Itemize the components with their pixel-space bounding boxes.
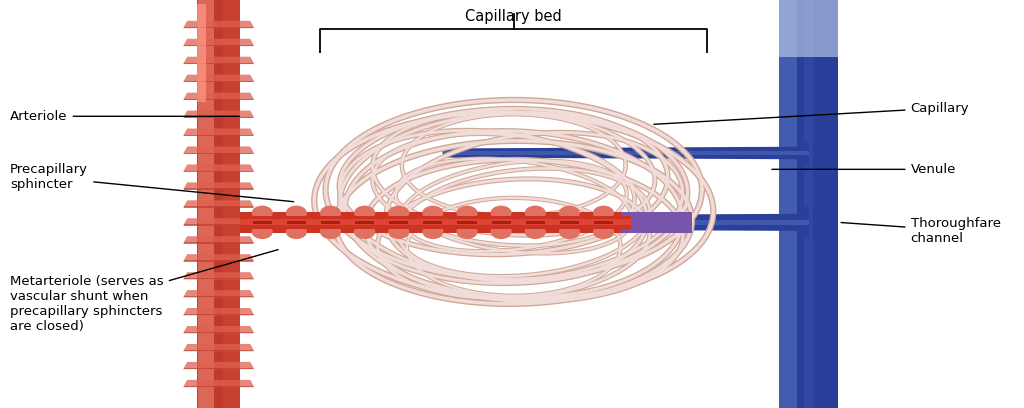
Polygon shape <box>183 164 254 172</box>
Polygon shape <box>779 0 839 408</box>
Polygon shape <box>184 45 253 46</box>
Ellipse shape <box>422 224 443 239</box>
Polygon shape <box>183 290 254 297</box>
Polygon shape <box>184 188 253 190</box>
Polygon shape <box>184 224 253 226</box>
Ellipse shape <box>388 206 410 220</box>
Text: Capillary bed: Capillary bed <box>465 9 562 24</box>
Polygon shape <box>240 212 631 233</box>
Polygon shape <box>280 220 809 225</box>
Polygon shape <box>183 254 254 262</box>
Polygon shape <box>525 221 545 224</box>
Polygon shape <box>183 200 254 208</box>
Ellipse shape <box>354 224 375 239</box>
Polygon shape <box>183 57 254 64</box>
Ellipse shape <box>286 224 307 239</box>
Polygon shape <box>779 0 797 408</box>
Polygon shape <box>183 236 254 244</box>
Polygon shape <box>183 362 254 369</box>
Polygon shape <box>594 221 613 224</box>
Polygon shape <box>184 171 253 172</box>
Text: Thoroughfare
channel: Thoroughfare channel <box>841 217 1000 244</box>
Polygon shape <box>183 39 254 46</box>
Polygon shape <box>492 221 511 224</box>
Polygon shape <box>184 386 253 387</box>
Ellipse shape <box>319 224 341 239</box>
Polygon shape <box>321 221 340 224</box>
Text: Capillary: Capillary <box>654 102 969 124</box>
Ellipse shape <box>559 224 580 239</box>
Ellipse shape <box>524 224 546 239</box>
Ellipse shape <box>457 224 477 239</box>
Polygon shape <box>183 326 254 333</box>
Text: Precapillary
sphincter: Precapillary sphincter <box>10 164 294 202</box>
Polygon shape <box>198 4 206 102</box>
Polygon shape <box>184 278 253 279</box>
Polygon shape <box>804 0 813 408</box>
Polygon shape <box>423 221 442 224</box>
Polygon shape <box>458 221 476 224</box>
Polygon shape <box>183 380 254 387</box>
Polygon shape <box>184 260 253 262</box>
Text: Metarteriole (serves as
vascular shunt when
precapillary sphincters
are closed): Metarteriole (serves as vascular shunt w… <box>10 250 279 333</box>
Polygon shape <box>183 93 254 100</box>
Ellipse shape <box>354 206 375 220</box>
Ellipse shape <box>524 206 546 220</box>
Polygon shape <box>183 344 254 351</box>
Ellipse shape <box>422 206 443 220</box>
Ellipse shape <box>559 206 580 220</box>
Polygon shape <box>240 218 631 227</box>
Text: Venule: Venule <box>772 163 955 176</box>
Ellipse shape <box>490 206 512 220</box>
Polygon shape <box>355 221 374 224</box>
Polygon shape <box>184 117 253 118</box>
Polygon shape <box>287 221 306 224</box>
Polygon shape <box>183 182 254 190</box>
Ellipse shape <box>457 206 477 220</box>
Polygon shape <box>184 153 253 154</box>
Polygon shape <box>214 0 223 408</box>
Polygon shape <box>183 21 254 28</box>
Ellipse shape <box>252 224 272 239</box>
Polygon shape <box>621 212 692 233</box>
Polygon shape <box>184 99 253 100</box>
Polygon shape <box>184 296 253 297</box>
Polygon shape <box>184 135 253 136</box>
Polygon shape <box>280 207 809 238</box>
Ellipse shape <box>319 206 341 220</box>
Polygon shape <box>240 220 631 225</box>
Polygon shape <box>183 308 254 315</box>
Polygon shape <box>184 63 253 64</box>
Polygon shape <box>183 75 254 82</box>
Polygon shape <box>183 218 254 226</box>
Ellipse shape <box>490 224 512 239</box>
Polygon shape <box>779 0 839 57</box>
Polygon shape <box>240 216 631 229</box>
Ellipse shape <box>286 206 307 220</box>
Polygon shape <box>184 206 253 208</box>
Polygon shape <box>184 242 253 244</box>
Polygon shape <box>183 129 254 136</box>
Polygon shape <box>184 27 253 28</box>
Polygon shape <box>199 0 214 408</box>
Polygon shape <box>560 221 579 224</box>
Ellipse shape <box>593 206 614 220</box>
Polygon shape <box>184 350 253 351</box>
Polygon shape <box>442 151 809 155</box>
Text: Arteriole: Arteriole <box>10 110 240 123</box>
Polygon shape <box>389 221 409 224</box>
Ellipse shape <box>388 224 410 239</box>
Polygon shape <box>442 142 809 164</box>
Ellipse shape <box>593 224 614 239</box>
Polygon shape <box>184 332 253 333</box>
Polygon shape <box>198 0 240 408</box>
Ellipse shape <box>252 206 272 220</box>
Polygon shape <box>183 111 254 118</box>
Polygon shape <box>253 221 271 224</box>
Polygon shape <box>184 314 253 315</box>
Polygon shape <box>183 272 254 279</box>
Polygon shape <box>184 81 253 82</box>
Polygon shape <box>183 146 254 154</box>
Polygon shape <box>184 368 253 369</box>
